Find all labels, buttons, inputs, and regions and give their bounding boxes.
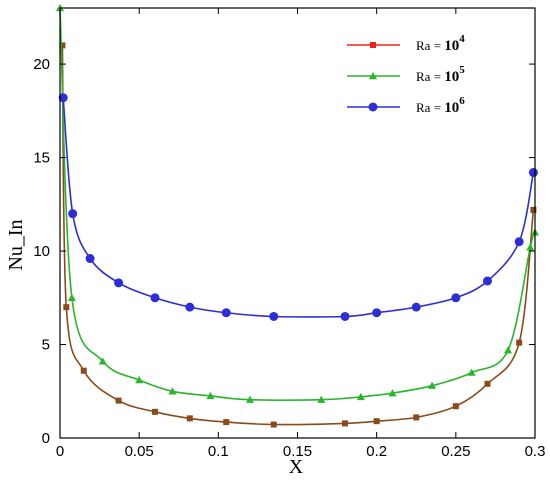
axes: 0 0.05 0.1 0.15 0.2 0.25 0.3 0 5 10 15 20 <box>33 7 546 460</box>
series-line-2 <box>59 7 536 401</box>
y-tick-label-4: 15 <box>33 150 50 167</box>
series-2-point-9 <box>356 392 365 401</box>
series-1-point-9 <box>342 420 348 427</box>
series-3-point-1 <box>58 93 68 103</box>
series-3-point-14 <box>514 237 524 247</box>
x-tick-label-1: 0 <box>56 443 64 460</box>
series-2-point-3 <box>98 357 107 365</box>
legend: Ra = 104 Ra = 105 Ra = 106 <box>347 33 465 116</box>
legend-label-2: Ra = 105 <box>416 64 465 85</box>
legend-label-3: Ra = 106 <box>416 95 465 116</box>
series-1-point-5 <box>152 408 158 415</box>
series-1-point-13 <box>484 380 491 387</box>
series-1-point-8 <box>270 421 277 428</box>
x-tick-label-7: 0.3 <box>525 443 546 460</box>
series-3-point-10 <box>372 308 382 318</box>
series-1-point-6 <box>186 415 193 422</box>
x-tick-label-2: 0.05 <box>125 443 154 460</box>
series-1-point-2 <box>63 304 70 311</box>
series-2-point-12 <box>467 368 476 376</box>
y-tick-label-5: 20 <box>33 56 50 73</box>
series-line-1 <box>61 45 535 426</box>
series-3-point-7 <box>221 308 231 318</box>
x-tick-label-5: 0.2 <box>366 443 387 460</box>
series-1-point-11 <box>413 414 420 421</box>
series-1-point-7 <box>223 419 230 426</box>
series-2-point-10 <box>388 389 397 397</box>
series-1-point-10 <box>373 418 380 425</box>
series-1-point-3 <box>80 367 87 374</box>
series-3-point-15 <box>528 168 538 178</box>
series-1-point-12 <box>452 403 459 410</box>
x-tick-label-6: 0.25 <box>441 443 470 460</box>
series-3-point-9 <box>340 311 350 321</box>
series-3-point-5 <box>150 293 160 303</box>
x-tick-label-3: 0.1 <box>208 443 229 460</box>
series-3-point-2 <box>68 209 78 219</box>
series-3-point-3 <box>85 254 95 264</box>
x-tick-label-4: 0.15 <box>283 443 312 460</box>
series-3-point-4 <box>114 278 124 288</box>
series-2-point-5 <box>168 387 177 395</box>
series-1-point-1 <box>59 42 66 49</box>
plot-area <box>56 4 539 428</box>
legend-marker-2 <box>369 72 377 80</box>
series-2-point-11 <box>428 381 437 389</box>
series-3-point-6 <box>185 302 195 312</box>
y-tick-label-2: 5 <box>42 337 50 354</box>
legend-marker-3 <box>368 102 378 112</box>
series-1-point-4 <box>115 397 122 404</box>
series-2-point-8 <box>317 395 326 403</box>
x-axis-title: X <box>289 456 304 478</box>
legend-label-1: Ra = 104 <box>416 33 465 54</box>
series-1-point-15 <box>530 206 537 213</box>
series-3-point-13 <box>483 276 492 286</box>
series-2-point-2 <box>67 293 76 301</box>
y-axis-title: Nu_In <box>5 219 27 270</box>
y-tick-label-1: 0 <box>42 430 50 447</box>
series-2-point-6 <box>206 391 215 400</box>
series-2-point-13 <box>504 346 513 354</box>
series-3-point-11 <box>411 302 421 312</box>
legend-marker-1 <box>370 42 376 48</box>
series-1-point-14 <box>516 339 523 346</box>
series-3-point-8 <box>269 311 279 321</box>
series-3-point-12 <box>451 293 461 303</box>
y-tick-label-3: 10 <box>33 243 50 260</box>
series-2-point-4 <box>135 376 144 384</box>
series-2-point-7 <box>246 395 254 403</box>
series-2-point-14 <box>526 243 535 251</box>
